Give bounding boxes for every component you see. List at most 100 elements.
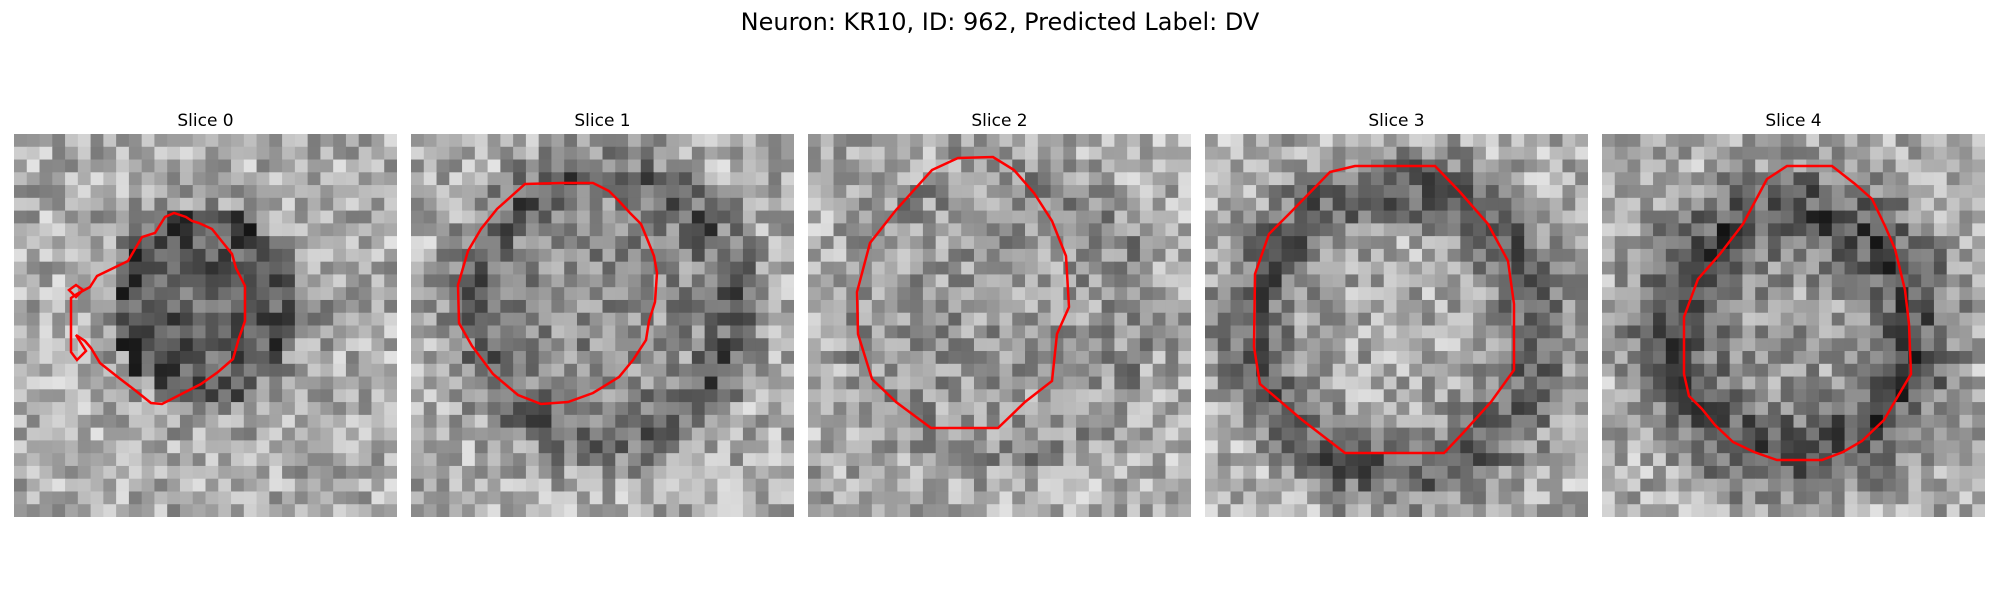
- image-pixel: [257, 223, 270, 236]
- image-pixel: [206, 147, 219, 160]
- image-pixel: [91, 428, 104, 441]
- image-pixel: [1575, 440, 1588, 453]
- image-pixel: [1666, 402, 1679, 415]
- image-pixel: [91, 147, 104, 160]
- image-pixel: [384, 147, 397, 160]
- image-pixel: [615, 389, 628, 402]
- image-pixel: [923, 313, 936, 326]
- image-pixel: [705, 415, 718, 428]
- image-pixel: [1422, 198, 1435, 211]
- image-pixel: [1615, 300, 1628, 313]
- image-pixel: [1397, 236, 1410, 249]
- image-pixel: [1025, 377, 1038, 390]
- image-pixel: [244, 402, 257, 415]
- image-pixel: [1550, 453, 1563, 466]
- image-pixel: [1409, 389, 1422, 402]
- image-pixel: [1755, 249, 1768, 262]
- image-pixel: [679, 211, 692, 224]
- image-pixel: [1409, 364, 1422, 377]
- image-pixel: [1742, 172, 1755, 185]
- image-pixel: [1921, 300, 1934, 313]
- image-pixel: [1704, 172, 1717, 185]
- image-pixel: [974, 466, 987, 479]
- image-pixel: [1102, 389, 1115, 402]
- image-pixel: [1307, 440, 1320, 453]
- image-pixel: [897, 223, 910, 236]
- image-pixel: [1256, 440, 1269, 453]
- image-pixel: [539, 415, 552, 428]
- image-pixel: [1127, 491, 1140, 504]
- image-pixel: [1307, 466, 1320, 479]
- slice-panel-4: Slice 4: [1602, 108, 1985, 517]
- image-pixel: [282, 300, 295, 313]
- image-pixel: [320, 338, 333, 351]
- image-pixel: [129, 440, 142, 453]
- image-pixel: [1384, 377, 1397, 390]
- image-pixel: [1371, 147, 1384, 160]
- image-pixel: [1102, 172, 1115, 185]
- image-pixel: [1102, 466, 1115, 479]
- image-pixel: [40, 466, 53, 479]
- image-pixel: [40, 491, 53, 504]
- image-pixel: [1307, 313, 1320, 326]
- image-pixel: [424, 300, 437, 313]
- image-pixel: [987, 313, 1000, 326]
- image-pixel: [1435, 147, 1448, 160]
- image-pixel: [834, 491, 847, 504]
- image-pixel: [1371, 223, 1384, 236]
- image-pixel: [1269, 274, 1282, 287]
- image-pixel: [1562, 198, 1575, 211]
- image-pixel: [1371, 326, 1384, 339]
- image-pixel: [1165, 313, 1178, 326]
- image-pixel: [462, 415, 475, 428]
- image-pixel: [320, 364, 333, 377]
- image-pixel: [936, 415, 949, 428]
- image-pixel: [539, 440, 552, 453]
- image-pixel: [743, 249, 756, 262]
- image-pixel: [193, 338, 206, 351]
- image-pixel: [539, 428, 552, 441]
- image-pixel: [1653, 402, 1666, 415]
- image-pixel: [666, 338, 679, 351]
- image-pixel: [936, 287, 949, 300]
- image-pixel: [1127, 147, 1140, 160]
- image-pixel: [1870, 326, 1883, 339]
- image-pixel: [1409, 223, 1422, 236]
- image-pixel: [730, 287, 743, 300]
- image-pixel: [320, 223, 333, 236]
- image-pixel: [244, 491, 257, 504]
- image-pixel: [1320, 377, 1333, 390]
- image-pixel: [513, 236, 526, 249]
- image-pixel: [808, 440, 821, 453]
- image-pixel: [295, 402, 308, 415]
- image-pixel: [27, 223, 40, 236]
- image-pixel: [411, 211, 424, 224]
- image-pixel: [167, 453, 180, 466]
- image-pixel: [40, 172, 53, 185]
- image-pixel: [65, 160, 78, 173]
- image-pixel: [1524, 504, 1537, 517]
- image-pixel: [142, 236, 155, 249]
- image-pixel: [462, 185, 475, 198]
- image-pixel: [1511, 377, 1524, 390]
- image-pixel: [897, 274, 910, 287]
- image-pixel: [1231, 466, 1244, 479]
- image-pixel: [846, 453, 859, 466]
- image-pixel: [1717, 134, 1730, 147]
- image-pixel: [590, 338, 603, 351]
- image-pixel: [717, 185, 730, 198]
- image-pixel: [615, 134, 628, 147]
- image-pixel: [654, 479, 667, 492]
- image-pixel: [116, 236, 129, 249]
- image-pixel: [1205, 415, 1218, 428]
- image-pixel: [1089, 377, 1102, 390]
- image-pixel: [603, 198, 616, 211]
- image-pixel: [78, 491, 91, 504]
- image-pixel: [666, 313, 679, 326]
- image-pixel: [1666, 377, 1679, 390]
- image-pixel: [1231, 223, 1244, 236]
- image-pixel: [269, 338, 282, 351]
- image-pixel: [1730, 160, 1743, 173]
- image-pixel: [142, 338, 155, 351]
- image-pixel: [1114, 364, 1127, 377]
